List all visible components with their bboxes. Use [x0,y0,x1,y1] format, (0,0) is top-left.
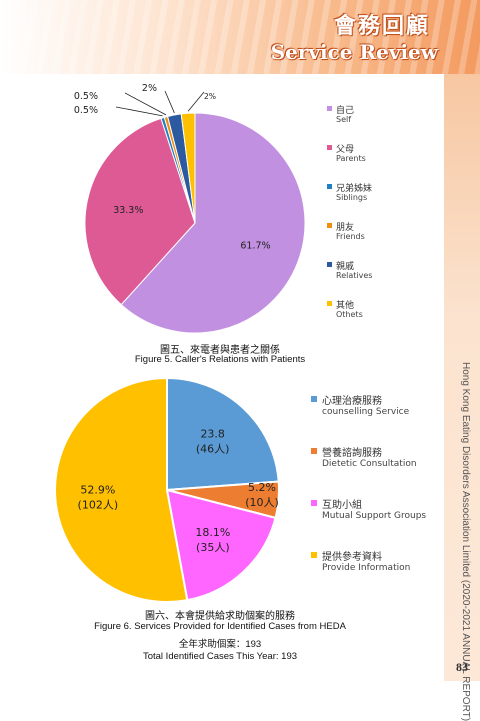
legend-label-english: Friends [336,232,365,241]
legend-label-chinese: 互助小組 [322,500,362,511]
pie-slice-parents [84,117,196,306]
data-label-mutual-support-groups: 18.1% [195,526,230,539]
legend-label-chinese: 其他 [336,301,355,311]
legend-label-english: Provide Information [322,563,411,573]
legend-swatch [327,145,332,150]
data-label-dietetic-consultation: 5.2% [248,481,276,494]
legend-swatch [311,396,317,402]
legend-swatch [327,301,332,306]
data-label-parents: 33.3% [113,205,143,216]
legend-label-chinese: 營養諮詢服務 [322,448,382,459]
header-pattern [0,0,480,74]
legend-label-english: Parents [336,154,366,163]
figure6-caption-chinese: 圖六、本會提供給求助個案的服務 [145,611,295,622]
legend-label-chinese: 兄弟姊妹 [336,184,373,194]
legend-label-english: Self [336,115,352,124]
data-label-counselling-service: 23.8 [200,428,225,441]
leader-line [187,91,205,112]
leader-line [115,106,163,117]
header-band [0,0,480,74]
data-count-counselling-service: (46人) [196,443,230,456]
pie-slice-counselling-service [166,376,280,492]
data-label-self: 61.7% [240,241,270,252]
legend-swatch [327,106,332,111]
pie-slice-provide-information [54,376,189,603]
data-label-relatives: 2% [142,83,157,94]
section-title-english: Service Review [270,40,438,64]
legend-label-chinese: 親戚 [336,262,355,272]
legend-label-chinese: 心理治療服務 [322,396,382,407]
figure6-caption-english: Figure 6. Services Provided for Identifi… [94,621,346,632]
total-cases-english: Total Identified Cases This Year: 193 [142,651,298,662]
legend-label-english: Othets [336,310,363,319]
legend-label-english: Relatives [336,271,373,280]
leader-line [164,90,175,114]
figure5-caption-chinese: 圖五、來電者與患者之關係 [160,345,280,356]
total-cases-chinese: 全年求助個案：193 [178,639,262,650]
pie-slice-mutual-support-groups [165,488,277,602]
legend-label-chinese: 父母 [336,145,355,155]
legend-label-english: Siblings [336,193,368,202]
data-count-mutual-support-groups: (35人) [196,541,230,554]
side-report-label: Hong Kong Eating Disorders Association L… [460,362,471,721]
data-label-othets: 2% [204,92,216,101]
legend-swatch [311,448,317,454]
pie-slice-self [120,112,306,334]
section-title-chinese: 會務回顧 [333,13,430,39]
legend-label-chinese: 自己 [336,106,355,116]
legend-swatch [327,262,332,267]
data-label-friends: 0.5% [74,91,98,102]
legend-label-english: Mutual Support Groups [322,511,427,521]
legend-label-chinese: 朋友 [336,223,355,233]
pie-chart-services-provided: 23.8 (46人) 5.2% (10人) 18.1% (35人) 52.9% (102人) [54,376,280,603]
legend-swatch [311,552,317,558]
legend-label-chinese: 提供參考資料 [322,552,382,563]
pie-slice-othets [180,112,196,224]
legend-swatch [327,184,332,189]
legend-label-english: counselling Service [322,407,410,417]
figure5-caption-english: Figure 5. Caller's Relations with Patien… [134,354,306,365]
legend-swatch [327,223,332,228]
page-number: 83 [456,660,468,674]
data-label-provide-information: 52.9% [80,483,115,496]
pie-chart-caller-relations: 61.7% 33.3% 0.5% 0.5% 2% 2% [74,83,306,334]
side-band [444,74,480,681]
legend-label-english: Dietetic Consultation [322,459,417,469]
data-count-provide-information: (102人) [78,498,119,511]
data-count-dietetic-consultation: (10人) [245,496,279,509]
leader-line [124,92,167,116]
legend-swatch [311,500,317,506]
data-label-siblings: 0.5% [74,105,98,116]
